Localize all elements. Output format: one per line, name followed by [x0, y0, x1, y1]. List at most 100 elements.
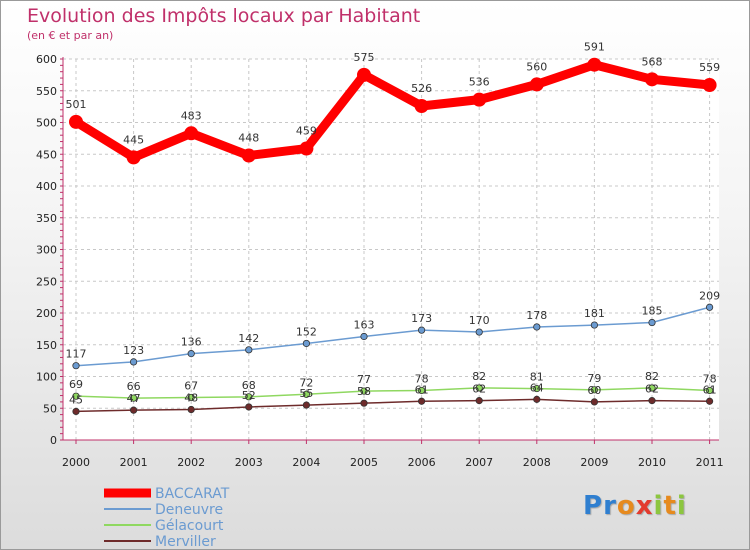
data-point-merviller-2005	[360, 399, 368, 407]
data-label-baccarat-2006: 526	[411, 82, 432, 95]
data-point-baccarat-2004	[299, 141, 314, 156]
y-tick-label-150: 150	[36, 339, 57, 352]
data-point-merviller-2008	[533, 395, 541, 403]
data-label-g-lacourt-2010: 82	[645, 370, 659, 383]
data-point-deneuvre-2000	[72, 362, 80, 370]
x-tick-label-2010: 2010	[638, 456, 666, 469]
y-tick-label-300: 300	[36, 244, 57, 257]
data-label-baccarat-2009: 591	[584, 41, 605, 54]
data-point-g-lacourt-2000	[72, 392, 80, 400]
data-label-g-lacourt-2004: 72	[299, 376, 313, 389]
logo-letter: P	[583, 491, 604, 521]
y-tick-label-250: 250	[36, 275, 57, 288]
data-point-g-lacourt-2002	[187, 393, 195, 402]
logo-letter: i	[653, 491, 664, 521]
data-point-baccarat-2010	[645, 72, 659, 87]
x-tick-label-2000: 2000	[62, 456, 90, 469]
series-line-g-lacourt	[75, 387, 711, 399]
data-point-merviller-2004	[302, 401, 310, 409]
data-point-baccarat-2003	[241, 148, 256, 163]
data-label-deneuvre-2005: 163	[354, 318, 375, 331]
y-tick-label-100: 100	[36, 371, 57, 384]
data-label-g-lacourt-2005: 77	[357, 373, 371, 386]
data-point-merviller-2010	[648, 397, 656, 405]
data-label-baccarat-2011: 559	[699, 61, 720, 74]
data-point-deneuvre-2010	[648, 318, 656, 327]
data-point-g-lacourt-2003	[245, 393, 253, 401]
data-point-g-lacourt-2008	[533, 384, 541, 393]
data-label-merviller-2000: 45	[69, 393, 83, 406]
data-label-deneuvre-2004: 152	[296, 325, 317, 338]
data-point-deneuvre-2009	[590, 321, 599, 329]
data-label-deneuvre-2009: 181	[584, 307, 605, 320]
data-label-baccarat-2003: 448	[238, 132, 259, 145]
x-tick-label-2011: 2011	[696, 456, 724, 469]
series-line-baccarat	[71, 60, 715, 162]
data-point-baccarat-2011	[702, 78, 717, 93]
data-label-deneuvre-2001: 123	[123, 344, 144, 357]
x-tick-label-2003: 2003	[235, 456, 263, 469]
data-point-deneuvre-2006	[417, 326, 426, 334]
legend-label-merviller: Merviller	[155, 534, 216, 549]
data-point-merviller-2011	[705, 397, 714, 405]
data-point-merviller-2002	[187, 405, 195, 414]
data-label-g-lacourt-2007: 82	[472, 370, 486, 383]
data-point-merviller-2009	[590, 398, 599, 406]
data-label-merviller-2004: 55	[299, 387, 313, 400]
data-point-baccarat-2008	[529, 77, 544, 92]
legend-label-deneuvre: Deneuvre	[155, 502, 223, 518]
data-label-baccarat-2001: 445	[123, 133, 144, 146]
data-label-g-lacourt-2003: 68	[242, 379, 256, 392]
data-point-merviller-2001	[130, 406, 138, 414]
data-label-deneuvre-2002: 136	[181, 336, 202, 349]
data-label-g-lacourt-2000: 69	[69, 378, 83, 391]
legend-label-baccarat: BACCARAT	[155, 486, 230, 502]
y-tick-label-600: 600	[36, 53, 57, 66]
y-tick-label-200: 200	[36, 307, 57, 320]
data-point-g-lacourt-2006	[417, 386, 426, 395]
data-point-g-lacourt-2004	[302, 390, 310, 398]
y-tick-label-0: 0	[50, 434, 57, 447]
data-label-merviller-2001: 47	[127, 392, 141, 405]
data-point-g-lacourt-2007	[475, 384, 483, 392]
data-point-baccarat-2006	[414, 98, 429, 113]
y-tick-label-350: 350	[36, 212, 57, 225]
data-label-g-lacourt-2001: 66	[127, 380, 141, 393]
x-tick-label-2009: 2009	[580, 456, 608, 469]
data-point-g-lacourt-2011	[705, 386, 714, 395]
data-label-merviller-2002: 48	[184, 392, 198, 405]
data-label-baccarat-2008: 560	[526, 60, 547, 73]
data-point-baccarat-2009	[587, 57, 602, 72]
x-tick-label-2002: 2002	[177, 456, 205, 469]
x-tick-label-2004: 2004	[292, 456, 320, 469]
data-point-deneuvre-2003	[245, 346, 253, 354]
data-label-g-lacourt-2002: 67	[184, 379, 198, 392]
data-point-deneuvre-2011	[705, 303, 714, 311]
data-label-deneuvre-2011: 209	[699, 289, 720, 302]
data-label-baccarat-2005: 575	[354, 51, 375, 64]
data-label-deneuvre-2000: 117	[66, 348, 87, 361]
logo-letter: r	[603, 491, 617, 521]
data-label-merviller-2006: 61	[415, 383, 429, 396]
y-tick-label-550: 550	[36, 85, 57, 98]
x-tick-label-2005: 2005	[350, 456, 378, 469]
y-tick-label-50: 50	[43, 402, 57, 415]
data-label-deneuvre-2008: 178	[526, 309, 547, 322]
data-label-baccarat-2002: 483	[181, 109, 202, 122]
data-point-merviller-2003	[245, 403, 253, 411]
x-tick-label-2006: 2006	[408, 456, 436, 469]
y-tick-label-450: 450	[36, 148, 57, 161]
data-label-deneuvre-2010: 185	[642, 305, 663, 318]
data-label-baccarat-2010: 568	[642, 55, 663, 68]
logo-letter: t	[663, 491, 677, 521]
proxiti-logo: Proxiti	[583, 491, 687, 521]
data-label-deneuvre-2003: 142	[238, 332, 259, 345]
y-tick-label-500: 500	[36, 117, 57, 130]
data-label-merviller-2011: 61	[703, 383, 717, 396]
data-point-baccarat-2001	[126, 150, 141, 165]
series-line-merviller	[75, 398, 711, 413]
data-point-g-lacourt-2010	[648, 384, 656, 392]
x-tick-label-2008: 2008	[523, 456, 551, 469]
